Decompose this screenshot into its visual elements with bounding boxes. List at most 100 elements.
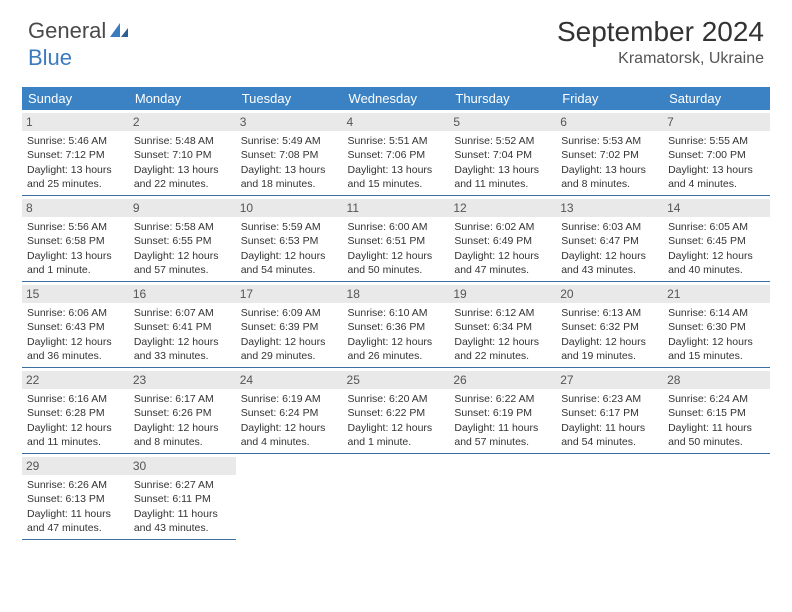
page-title: September 2024 (557, 16, 764, 48)
calendar-week: 1 Sunrise: 5:46 AMSunset: 7:12 PMDaylight… (22, 110, 770, 196)
sun-info: Sunrise: 6:06 AMSunset: 6:43 PMDaylight:… (27, 306, 124, 363)
weekday-header: Sunday (22, 87, 129, 110)
weekday-header: Monday (129, 87, 236, 110)
day-number: 17 (236, 285, 343, 303)
sun-info: Sunrise: 6:16 AMSunset: 6:28 PMDaylight:… (27, 392, 124, 449)
calendar-cell: 25 Sunrise: 6:20 AMSunset: 6:22 PMDayligh… (343, 368, 450, 454)
sun-info: Sunrise: 5:56 AMSunset: 6:58 PMDaylight:… (27, 220, 124, 277)
sun-info: Sunrise: 5:52 AMSunset: 7:04 PMDaylight:… (454, 134, 551, 191)
sun-info: Sunrise: 5:58 AMSunset: 6:55 PMDaylight:… (134, 220, 231, 277)
sun-info: Sunrise: 6:17 AMSunset: 6:26 PMDaylight:… (134, 392, 231, 449)
calendar-cell: 2 Sunrise: 5:48 AMSunset: 7:10 PMDaylight… (129, 110, 236, 196)
calendar-table: SundayMondayTuesdayWednesdayThursdayFrid… (22, 87, 770, 540)
day-number: 5 (449, 113, 556, 131)
calendar-week: 29Sunrise: 6:26 AMSunset: 6:13 PMDayligh… (22, 454, 770, 540)
header: General Blue September 2024 Kramatorsk, … (0, 0, 792, 79)
location: Kramatorsk, Ukraine (557, 50, 764, 68)
calendar-cell (236, 454, 343, 540)
calendar-cell: 7 Sunrise: 5:55 AMSunset: 7:00 PMDaylight… (663, 110, 770, 196)
day-number: 1 (22, 113, 129, 131)
calendar-cell: 1 Sunrise: 5:46 AMSunset: 7:12 PMDaylight… (22, 110, 129, 196)
sun-info: Sunrise: 6:05 AMSunset: 6:45 PMDaylight:… (668, 220, 765, 277)
calendar-week: 8 Sunrise: 5:56 AMSunset: 6:58 PMDaylight… (22, 196, 770, 282)
day-number: 8 (22, 199, 129, 217)
day-number: 13 (556, 199, 663, 217)
calendar-head: SundayMondayTuesdayWednesdayThursdayFrid… (22, 87, 770, 110)
day-number: 23 (129, 371, 236, 389)
calendar-cell: 27 Sunrise: 6:23 AMSunset: 6:17 PMDayligh… (556, 368, 663, 454)
calendar-body: 1 Sunrise: 5:46 AMSunset: 7:12 PMDaylight… (22, 110, 770, 540)
brand-part2: Blue (28, 45, 72, 70)
weekday-header: Thursday (449, 87, 556, 110)
calendar-cell: 20Sunrise: 6:13 AMSunset: 6:32 PMDayligh… (556, 282, 663, 368)
brand-text: General Blue (28, 18, 130, 70)
sun-info: Sunrise: 5:48 AMSunset: 7:10 PMDaylight:… (134, 134, 231, 191)
day-number: 24 (236, 371, 343, 389)
day-number: 29 (22, 457, 129, 475)
sun-info: Sunrise: 5:55 AMSunset: 7:00 PMDaylight:… (668, 134, 765, 191)
calendar-cell: 4 Sunrise: 5:51 AMSunset: 7:06 PMDaylight… (343, 110, 450, 196)
title-block: September 2024 Kramatorsk, Ukraine (557, 16, 764, 68)
weekday-header: Tuesday (236, 87, 343, 110)
sail-icon (108, 19, 130, 45)
calendar-cell (556, 454, 663, 540)
calendar-cell: 18Sunrise: 6:10 AMSunset: 6:36 PMDayligh… (343, 282, 450, 368)
sun-info: Sunrise: 6:23 AMSunset: 6:17 PMDaylight:… (561, 392, 658, 449)
calendar-cell: 3 Sunrise: 5:49 AMSunset: 7:08 PMDaylight… (236, 110, 343, 196)
sun-info: Sunrise: 6:20 AMSunset: 6:22 PMDaylight:… (348, 392, 445, 449)
sun-info: Sunrise: 6:03 AMSunset: 6:47 PMDaylight:… (561, 220, 658, 277)
weekday-header: Friday (556, 87, 663, 110)
calendar-week: 22 Sunrise: 6:16 AMSunset: 6:28 PMDayligh… (22, 368, 770, 454)
calendar-cell: 10 Sunrise: 5:59 AMSunset: 6:53 PMDayligh… (236, 196, 343, 282)
calendar-cell: 28Sunrise: 6:24 AMSunset: 6:15 PMDayligh… (663, 368, 770, 454)
day-number: 30 (129, 457, 236, 475)
sun-info: Sunrise: 6:13 AMSunset: 6:32 PMDaylight:… (561, 306, 658, 363)
day-number: 2 (129, 113, 236, 131)
day-number: 12 (449, 199, 556, 217)
day-number: 26 (449, 371, 556, 389)
sun-info: Sunrise: 6:00 AMSunset: 6:51 PMDaylight:… (348, 220, 445, 277)
sun-info: Sunrise: 6:10 AMSunset: 6:36 PMDaylight:… (348, 306, 445, 363)
calendar-cell (663, 454, 770, 540)
calendar-cell: 13 Sunrise: 6:03 AMSunset: 6:47 PMDayligh… (556, 196, 663, 282)
sun-info: Sunrise: 6:24 AMSunset: 6:15 PMDaylight:… (668, 392, 765, 449)
day-number: 22 (22, 371, 129, 389)
sun-info: Sunrise: 6:19 AMSunset: 6:24 PMDaylight:… (241, 392, 338, 449)
calendar-cell: 21Sunrise: 6:14 AMSunset: 6:30 PMDayligh… (663, 282, 770, 368)
sun-info: Sunrise: 6:07 AMSunset: 6:41 PMDaylight:… (134, 306, 231, 363)
day-number: 10 (236, 199, 343, 217)
calendar-week: 15Sunrise: 6:06 AMSunset: 6:43 PMDayligh… (22, 282, 770, 368)
sun-info: Sunrise: 6:22 AMSunset: 6:19 PMDaylight:… (454, 392, 551, 449)
calendar-cell: 11Sunrise: 6:00 AMSunset: 6:51 PMDayligh… (343, 196, 450, 282)
calendar-cell: 9 Sunrise: 5:58 AMSunset: 6:55 PMDaylight… (129, 196, 236, 282)
sun-info: Sunrise: 5:46 AMSunset: 7:12 PMDaylight:… (27, 134, 124, 191)
day-number: 27 (556, 371, 663, 389)
sun-info: Sunrise: 5:59 AMSunset: 6:53 PMDaylight:… (241, 220, 338, 277)
calendar-cell: 17Sunrise: 6:09 AMSunset: 6:39 PMDayligh… (236, 282, 343, 368)
day-number: 14 (663, 199, 770, 217)
brand-logo: General Blue (28, 18, 130, 71)
day-number: 21 (663, 285, 770, 303)
calendar-cell: 12 Sunrise: 6:02 AMSunset: 6:49 PMDayligh… (449, 196, 556, 282)
calendar-cell: 19Sunrise: 6:12 AMSunset: 6:34 PMDayligh… (449, 282, 556, 368)
calendar-cell: 8 Sunrise: 5:56 AMSunset: 6:58 PMDaylight… (22, 196, 129, 282)
calendar-cell: 29Sunrise: 6:26 AMSunset: 6:13 PMDayligh… (22, 454, 129, 540)
calendar-cell: 22 Sunrise: 6:16 AMSunset: 6:28 PMDayligh… (22, 368, 129, 454)
weekday-header: Wednesday (343, 87, 450, 110)
brand-part1: General (28, 18, 106, 43)
day-number: 3 (236, 113, 343, 131)
sun-info: Sunrise: 5:49 AMSunset: 7:08 PMDaylight:… (241, 134, 338, 191)
day-number: 6 (556, 113, 663, 131)
sun-info: Sunrise: 5:51 AMSunset: 7:06 PMDaylight:… (348, 134, 445, 191)
day-number: 4 (343, 113, 450, 131)
calendar-cell: 15Sunrise: 6:06 AMSunset: 6:43 PMDayligh… (22, 282, 129, 368)
calendar-cell (343, 454, 450, 540)
calendar-cell: 5 Sunrise: 5:52 AMSunset: 7:04 PMDaylight… (449, 110, 556, 196)
day-number: 16 (129, 285, 236, 303)
sun-info: Sunrise: 6:02 AMSunset: 6:49 PMDaylight:… (454, 220, 551, 277)
sun-info: Sunrise: 6:12 AMSunset: 6:34 PMDaylight:… (454, 306, 551, 363)
calendar-cell (449, 454, 556, 540)
day-number: 7 (663, 113, 770, 131)
day-number: 9 (129, 199, 236, 217)
day-number: 25 (343, 371, 450, 389)
